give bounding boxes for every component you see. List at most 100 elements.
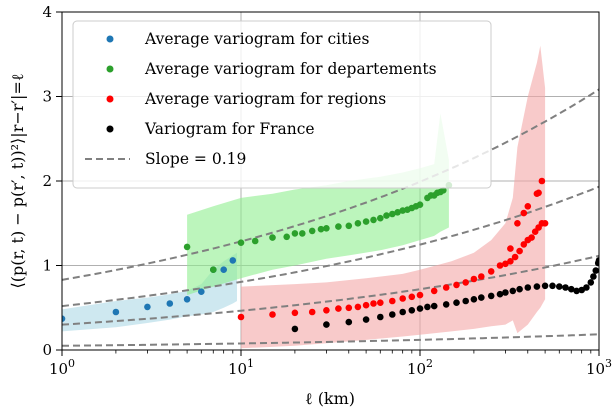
point-series-2 bbox=[453, 281, 460, 289]
point-series-2 bbox=[538, 177, 546, 185]
point-series-2 bbox=[496, 262, 504, 269]
point-series-3 bbox=[345, 318, 353, 326]
point-series-2 bbox=[335, 305, 342, 312]
legend-label-departements: Average variogram for departements bbox=[144, 60, 437, 78]
point-series-2 bbox=[399, 295, 407, 302]
point-series-2 bbox=[416, 291, 424, 299]
point-series-2 bbox=[362, 301, 370, 309]
legend-label-cities: Average variogram for cities bbox=[144, 30, 369, 48]
point-series-2 bbox=[269, 311, 276, 318]
point-series-3 bbox=[592, 267, 599, 274]
point-series-3 bbox=[496, 290, 504, 298]
point-series-1 bbox=[362, 218, 370, 225]
point-series-1 bbox=[370, 216, 377, 224]
point-series-1 bbox=[323, 225, 330, 232]
point-series-1 bbox=[394, 209, 401, 216]
point-series-2 bbox=[520, 241, 528, 248]
point-series-0 bbox=[183, 296, 191, 303]
point-series-2 bbox=[511, 253, 519, 261]
point-series-2 bbox=[516, 247, 523, 255]
point-series-3 bbox=[377, 313, 384, 321]
slope-line bbox=[62, 88, 599, 281]
x-tick-label: 101 bbox=[228, 357, 254, 378]
point-series-3 bbox=[430, 302, 438, 310]
legend-marker-regions bbox=[106, 95, 114, 103]
point-series-1 bbox=[383, 212, 390, 219]
point-series-0 bbox=[229, 257, 237, 264]
point-series-2 bbox=[507, 245, 514, 252]
point-series-2 bbox=[237, 313, 245, 321]
point-series-2 bbox=[308, 308, 316, 316]
point-series-2 bbox=[541, 220, 549, 227]
point-series-3 bbox=[462, 297, 470, 305]
point-series-2 bbox=[442, 284, 450, 291]
point-series-2 bbox=[323, 307, 330, 314]
point-series-2 bbox=[507, 258, 514, 265]
point-series-3 bbox=[509, 287, 517, 295]
y-axis-label: ⟨(p(r, t) − p(r′, t))²⟩|r−r′|=ℓ bbox=[8, 73, 27, 288]
slope-line bbox=[62, 333, 599, 347]
x-tick-label: 102 bbox=[407, 357, 433, 378]
confidence-bands bbox=[62, 45, 546, 349]
point-series-2 bbox=[354, 303, 362, 311]
point-series-3 bbox=[533, 283, 541, 290]
legend-label-slope: Slope = 0.19 bbox=[145, 150, 246, 168]
point-series-3 bbox=[573, 287, 580, 295]
point-series-1 bbox=[299, 230, 306, 237]
point-series-1 bbox=[377, 214, 384, 222]
point-series-1 bbox=[237, 239, 245, 246]
point-series-3 bbox=[587, 279, 595, 286]
y-tick-label: 3 bbox=[42, 88, 52, 106]
point-series-2 bbox=[524, 203, 532, 210]
band-series-1 bbox=[187, 113, 449, 296]
legend-entry-france: Variogram for France bbox=[106, 120, 315, 138]
legend-entry-slope: Slope = 0.19 bbox=[85, 150, 246, 168]
slope-line bbox=[62, 254, 599, 326]
point-series-3 bbox=[424, 303, 431, 311]
point-series-2 bbox=[389, 297, 396, 305]
legend-label-regions: Average variogram for regions bbox=[144, 90, 386, 108]
legend-entry-regions: Average variogram for regions bbox=[106, 90, 386, 108]
point-series-0 bbox=[62, 315, 66, 322]
point-series-1 bbox=[440, 187, 447, 194]
point-series-1 bbox=[183, 243, 191, 251]
point-series-3 bbox=[362, 316, 370, 323]
point-series-1 bbox=[210, 266, 217, 274]
slope-line bbox=[62, 185, 599, 308]
point-series-3 bbox=[541, 282, 549, 290]
x-tick-label: 103 bbox=[586, 357, 612, 378]
y-tick-label: 0 bbox=[42, 341, 52, 359]
point-series-3 bbox=[416, 305, 424, 312]
point-series-1 bbox=[308, 227, 316, 235]
point-series-2 bbox=[408, 293, 416, 301]
legend-marker-cities bbox=[106, 35, 114, 43]
band-series-0 bbox=[62, 252, 237, 332]
point-series-3 bbox=[487, 292, 495, 300]
x-tick-label: 100 bbox=[49, 357, 75, 378]
point-series-3 bbox=[590, 273, 597, 280]
point-series-1 bbox=[416, 201, 424, 208]
legend-marker-departements bbox=[106, 65, 114, 73]
point-series-2 bbox=[535, 189, 542, 197]
point-series-3 bbox=[442, 301, 450, 308]
band-series-2 bbox=[241, 45, 546, 349]
point-series-2 bbox=[528, 234, 535, 241]
legend-box bbox=[72, 20, 492, 189]
point-series-2 bbox=[514, 220, 521, 227]
point-series-2 bbox=[502, 260, 509, 268]
legend-marker-france bbox=[106, 125, 114, 133]
point-series-3 bbox=[478, 294, 485, 301]
point-series-3 bbox=[562, 284, 569, 291]
legend-entry-cities: Average variogram for cities bbox=[106, 30, 369, 48]
slope-lines bbox=[62, 88, 599, 347]
point-series-2 bbox=[478, 273, 485, 280]
point-series-3 bbox=[549, 282, 556, 290]
y-tick-label: 2 bbox=[42, 172, 52, 190]
legend-entry-departements: Average variogram for departements bbox=[106, 60, 437, 78]
point-series-3 bbox=[556, 283, 563, 290]
point-series-3 bbox=[595, 257, 599, 264]
point-series-0 bbox=[220, 266, 227, 274]
point-series-1 bbox=[291, 230, 299, 237]
point-series-3 bbox=[291, 325, 299, 333]
point-series-3 bbox=[399, 308, 407, 316]
